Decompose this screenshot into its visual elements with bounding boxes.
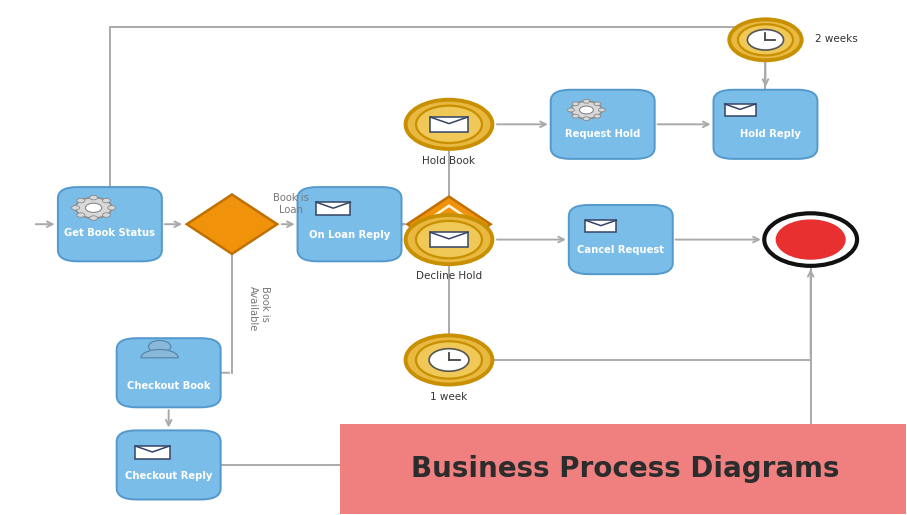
Text: Cancel Request: Cancel Request — [577, 245, 664, 255]
Circle shape — [776, 220, 845, 259]
Text: Request Hold: Request Hold — [565, 129, 640, 139]
Circle shape — [738, 24, 793, 56]
Circle shape — [405, 215, 493, 264]
Circle shape — [594, 102, 600, 106]
Text: Book is
Available: Book is Available — [249, 286, 270, 332]
Polygon shape — [407, 197, 491, 252]
Polygon shape — [187, 195, 278, 254]
FancyBboxPatch shape — [585, 220, 617, 232]
Text: 2 weeks: 2 weeks — [815, 34, 858, 44]
Circle shape — [90, 195, 98, 200]
Circle shape — [599, 108, 605, 112]
Circle shape — [729, 20, 802, 60]
Circle shape — [75, 198, 112, 218]
Polygon shape — [422, 206, 476, 243]
Circle shape — [102, 198, 111, 203]
Polygon shape — [141, 350, 179, 358]
Circle shape — [580, 106, 593, 114]
Circle shape — [572, 114, 579, 118]
Circle shape — [108, 205, 116, 210]
Circle shape — [85, 203, 102, 212]
FancyBboxPatch shape — [297, 187, 402, 261]
Circle shape — [765, 213, 857, 266]
Circle shape — [149, 340, 171, 353]
Text: 1 week: 1 week — [430, 392, 468, 402]
Circle shape — [77, 198, 85, 203]
Text: Business Process Diagrams: Business Process Diagrams — [411, 455, 840, 483]
Text: Checkout Reply: Checkout Reply — [125, 471, 212, 481]
Text: Checkout Book: Checkout Book — [127, 381, 210, 390]
FancyBboxPatch shape — [430, 117, 468, 132]
Text: On Loan Reply: On Loan Reply — [309, 231, 390, 241]
FancyBboxPatch shape — [340, 424, 905, 513]
Circle shape — [77, 213, 85, 217]
Circle shape — [571, 101, 601, 118]
FancyBboxPatch shape — [725, 104, 756, 116]
Text: Hold Book: Hold Book — [423, 156, 475, 166]
Circle shape — [102, 213, 111, 217]
Circle shape — [594, 114, 600, 118]
Circle shape — [90, 216, 98, 220]
Text: Book is
Loan: Book is Loan — [273, 193, 308, 215]
Circle shape — [416, 341, 482, 379]
Text: Hold Reply: Hold Reply — [739, 129, 800, 139]
Circle shape — [405, 100, 493, 149]
Circle shape — [416, 221, 482, 258]
FancyBboxPatch shape — [135, 446, 170, 459]
Circle shape — [583, 99, 590, 103]
FancyBboxPatch shape — [714, 90, 817, 159]
Text: Get Book Status: Get Book Status — [64, 229, 155, 238]
Circle shape — [416, 106, 482, 143]
FancyBboxPatch shape — [117, 338, 220, 407]
Circle shape — [72, 205, 80, 210]
Circle shape — [747, 29, 784, 50]
Circle shape — [583, 117, 590, 121]
FancyBboxPatch shape — [569, 205, 673, 274]
Circle shape — [572, 102, 579, 106]
FancyBboxPatch shape — [430, 232, 468, 247]
Circle shape — [429, 349, 469, 371]
FancyBboxPatch shape — [316, 202, 350, 215]
FancyBboxPatch shape — [551, 90, 655, 159]
FancyBboxPatch shape — [117, 431, 220, 500]
Circle shape — [405, 335, 493, 385]
Circle shape — [568, 108, 574, 112]
Text: Decline Hold: Decline Hold — [416, 271, 482, 282]
FancyBboxPatch shape — [58, 187, 161, 261]
